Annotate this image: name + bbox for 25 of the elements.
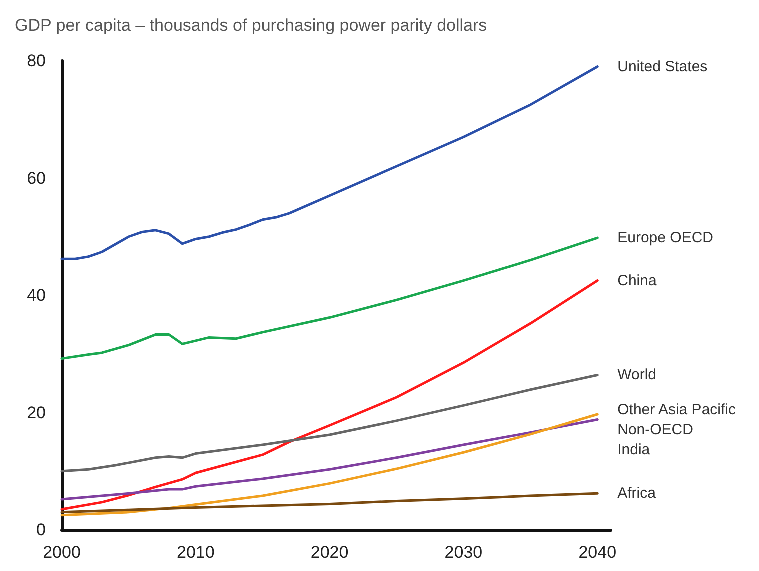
series-label: United States [618,58,708,76]
line-series [60,418,599,501]
text: India [618,441,651,458]
x-tick-label: 2040 [578,543,617,562]
y-tick-label: 0 [36,520,46,540]
line-series [60,66,599,260]
line-series [60,413,599,517]
y-tick-label: 40 [27,286,46,305]
series-label: Africa [618,485,657,502]
y-tick-label: 20 [27,403,46,422]
y-tick-label: 80 [27,52,46,70]
series-label: World [618,366,657,384]
x-tick-label: 2020 [310,543,349,562]
line-series [60,492,599,514]
line-series [60,280,599,511]
x-tick-label: 2030 [444,543,483,562]
y-tick-label: 60 [27,168,46,188]
line-series [60,374,599,473]
chart-title: GDP per capita – thousands of purchasing power parity dollars [15,16,488,35]
x-tick-label: 2010 [176,543,215,562]
line-series [60,236,599,360]
x-tick-label: 2000 [43,543,81,562]
series-label: China [618,272,658,290]
series-label: Other Asia Pacific Non-OECD [618,401,740,438]
series-label: Europe OECD [618,230,714,247]
